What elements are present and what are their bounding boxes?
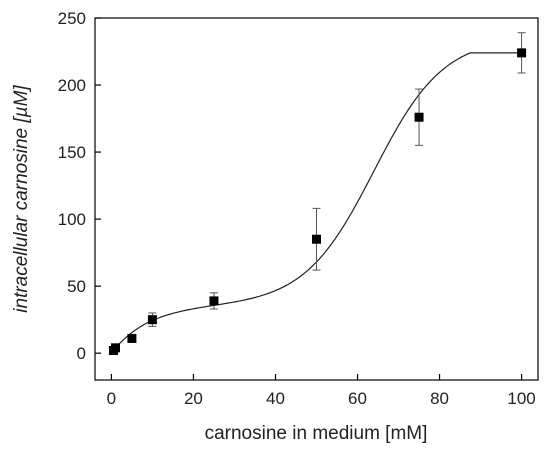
x-tick-label: 100 [507,389,535,408]
x-axis-title: carnosine in medium [mM] [205,423,428,444]
y-tick-label: 100 [58,210,86,229]
y-tick-label: 50 [67,277,86,296]
x-tick-label: 20 [184,389,203,408]
data-point [111,343,121,353]
x-tick-label: 0 [107,389,116,408]
y-axis-title: intracellular carnosine [µM] [11,85,32,313]
data-point [147,315,157,325]
fit-curve [110,52,522,354]
y-tick-label: 150 [58,143,86,162]
y-tick-label: 200 [58,76,86,95]
data-point [209,296,219,306]
x-tick-label: 80 [430,389,449,408]
x-tick-label: 60 [348,389,367,408]
axes: 0 20 40 60 80 100 0 50 100 150 200 250 [58,9,536,408]
data-point [312,234,321,244]
data-point [517,48,527,58]
y-tick-label: 0 [77,344,86,363]
x-tick-label: 40 [266,389,285,408]
data-point [127,333,137,343]
plot-frame [94,17,539,381]
data-points-layer [108,32,527,356]
fit-curve-layer [110,52,522,354]
y-tick-label: 250 [58,9,86,28]
data-point [414,112,424,122]
